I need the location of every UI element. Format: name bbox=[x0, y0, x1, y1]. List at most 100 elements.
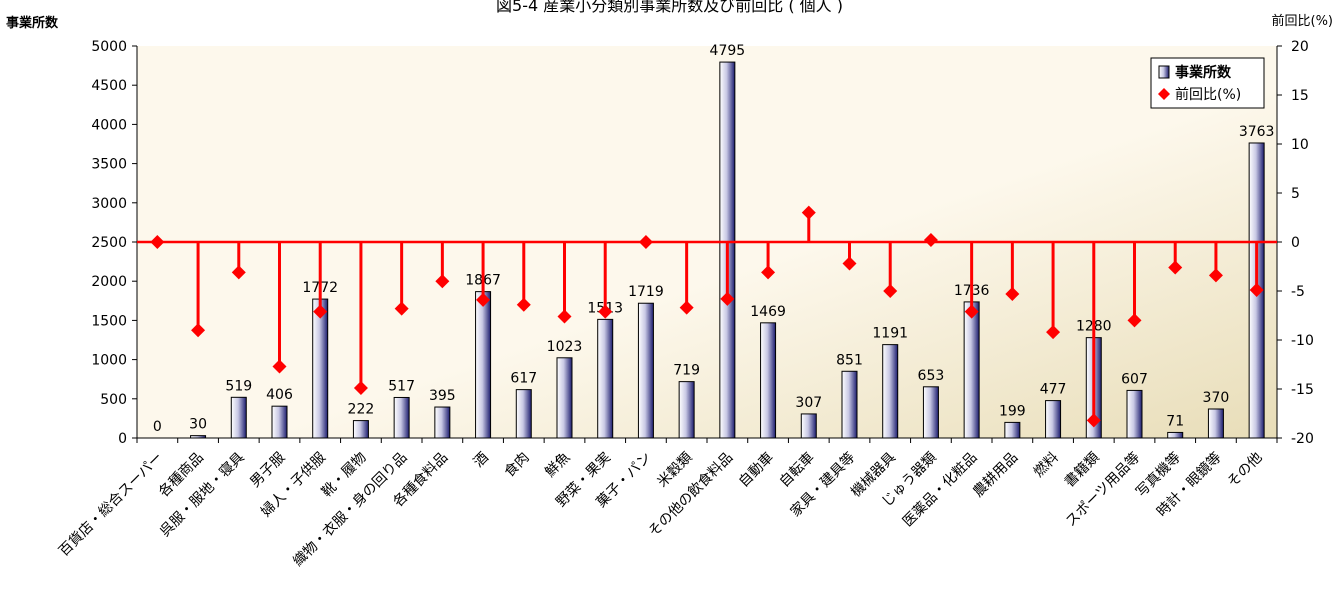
bar-data-label: 1469 bbox=[750, 304, 786, 320]
bar bbox=[1167, 431, 1184, 439]
bar-data-label: 199 bbox=[999, 403, 1026, 419]
bar-data-label: 222 bbox=[348, 402, 375, 418]
bar bbox=[963, 301, 980, 439]
bar-data-label: 519 bbox=[225, 378, 252, 394]
ratio-marker bbox=[394, 301, 409, 316]
x-tick-label: 鮮魚 bbox=[542, 450, 573, 481]
ratio-marker bbox=[1005, 286, 1020, 301]
x-tick-label: 百貨店・総合スーパー bbox=[55, 449, 166, 560]
y-tick-label: 500 bbox=[100, 392, 127, 408]
bar-data-label: 851 bbox=[836, 352, 863, 368]
y-tick-label: 0 bbox=[118, 431, 127, 447]
legend-marker-swatch bbox=[1158, 88, 1170, 100]
bar bbox=[190, 435, 207, 439]
bar bbox=[1126, 389, 1143, 439]
x-tick-label: 燃料 bbox=[1030, 449, 1062, 481]
bar-data-label: 477 bbox=[1040, 382, 1067, 398]
x-tick-label: 農耕用品 bbox=[970, 449, 1022, 501]
y-tick-label: 3000 bbox=[91, 196, 127, 212]
ratio-marker bbox=[1168, 260, 1183, 275]
bar bbox=[475, 291, 492, 439]
ratio-marker bbox=[516, 297, 531, 312]
bar-data-label: 3763 bbox=[1239, 124, 1275, 140]
bar-data-label: 30 bbox=[189, 417, 207, 433]
bar-data-label: 406 bbox=[266, 387, 293, 403]
y2-tick-label: -10 bbox=[1291, 333, 1314, 349]
ratio-marker bbox=[313, 304, 328, 319]
y-tick-label: 2000 bbox=[91, 274, 127, 290]
legend-bar-label: 事業所数 bbox=[1175, 64, 1232, 81]
bar bbox=[1045, 400, 1062, 439]
bar-data-label: 719 bbox=[673, 363, 700, 379]
x-tick-label: 酒 bbox=[471, 450, 492, 471]
bar-data-label: 1191 bbox=[872, 326, 908, 342]
bar-data-label: 617 bbox=[510, 371, 537, 387]
ratio-marker bbox=[557, 309, 572, 324]
bar bbox=[637, 302, 654, 439]
ratio-marker bbox=[476, 292, 491, 307]
bar-data-label: 0 bbox=[153, 419, 162, 435]
bar bbox=[556, 357, 573, 439]
bar bbox=[597, 318, 614, 439]
bar bbox=[1004, 421, 1021, 439]
legend-marker-label: 前回比(%) bbox=[1175, 86, 1241, 103]
ratio-marker bbox=[1127, 313, 1142, 328]
bar bbox=[922, 386, 939, 439]
y2-tick-label: -5 bbox=[1291, 284, 1305, 300]
y2-tick-label: 10 bbox=[1291, 137, 1309, 153]
ratio-marker bbox=[842, 256, 857, 271]
x-tick-label: その他 bbox=[1224, 450, 1265, 491]
ratio-marker bbox=[883, 284, 898, 298]
ratio-marker bbox=[801, 205, 816, 220]
chart-title: 図5-4 産業小分類別事業所数及び前回比 ( 個人 ) bbox=[496, 0, 843, 15]
bar-data-label: 370 bbox=[1203, 390, 1230, 406]
ratio-marker bbox=[923, 233, 938, 248]
y-tick-label: 4000 bbox=[91, 117, 127, 133]
ratio-marker bbox=[679, 300, 694, 315]
bar bbox=[678, 381, 695, 439]
y2-tick-label: -15 bbox=[1291, 382, 1314, 398]
bar-data-label: 395 bbox=[429, 388, 456, 404]
y2-axis-title: 前回比(%) bbox=[1271, 14, 1334, 29]
bar-data-label: 607 bbox=[1121, 371, 1148, 387]
bar bbox=[841, 370, 858, 439]
ratio-marker bbox=[598, 304, 613, 319]
bar bbox=[515, 389, 532, 439]
ratio-marker bbox=[638, 235, 653, 249]
x-tick-label: 医薬品・化粧品 bbox=[900, 450, 981, 531]
ratio-marker bbox=[353, 381, 368, 396]
bar bbox=[271, 405, 288, 439]
bar-data-label: 1719 bbox=[628, 284, 664, 300]
y2-tick-label: 20 bbox=[1291, 39, 1309, 55]
ratio-marker bbox=[1086, 413, 1101, 428]
y2-tick-label: 5 bbox=[1291, 186, 1300, 202]
bar bbox=[312, 298, 329, 439]
y2-tick-label: 15 bbox=[1291, 88, 1309, 104]
ratio-marker bbox=[1046, 325, 1061, 340]
x-tick-label: スポーツ用品等 bbox=[1062, 449, 1143, 530]
ratio-marker bbox=[191, 323, 206, 338]
bar bbox=[760, 322, 777, 439]
bar-data-label: 307 bbox=[795, 395, 822, 411]
legend-bar-swatch bbox=[1158, 65, 1170, 79]
y-axis-title: 事業所数 bbox=[6, 16, 59, 31]
y-tick-label: 4500 bbox=[91, 78, 127, 94]
bar bbox=[800, 413, 817, 439]
legend-box bbox=[1150, 57, 1265, 109]
bar bbox=[230, 396, 247, 439]
y-tick-label: 3500 bbox=[91, 157, 127, 173]
y-tick-label: 2500 bbox=[91, 235, 127, 251]
bar-data-label: 653 bbox=[918, 368, 945, 384]
ratio-marker bbox=[964, 304, 979, 319]
bar bbox=[434, 406, 451, 439]
y-tick-label: 1000 bbox=[91, 353, 127, 369]
bar bbox=[1207, 408, 1224, 439]
y-tick-label: 5000 bbox=[91, 39, 127, 55]
bar bbox=[393, 396, 410, 439]
ratio-marker bbox=[272, 359, 287, 374]
ratio-marker bbox=[435, 274, 450, 289]
ratio-marker bbox=[1208, 268, 1223, 283]
x-tick-label: 食肉 bbox=[501, 449, 533, 481]
